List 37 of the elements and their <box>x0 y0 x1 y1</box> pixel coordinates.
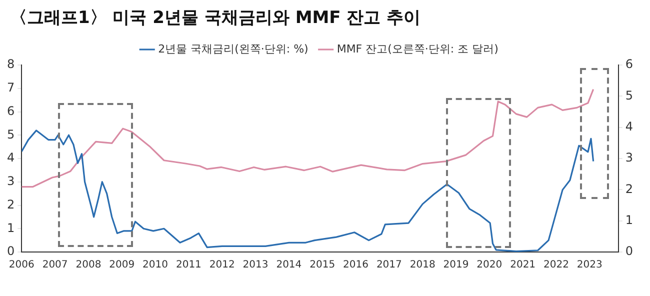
x-tick-label: 2006 <box>8 260 34 271</box>
y-tick-label: 8 <box>6 57 15 72</box>
y-tick-label: 1 <box>6 220 15 235</box>
x-tick-label: 2015 <box>310 260 336 271</box>
y2-tick-label: 2 <box>625 182 634 196</box>
y2-tick-label: 0 <box>625 244 634 258</box>
y-tick-label: 2 <box>6 197 15 212</box>
y-tick-label: 0 <box>6 244 15 258</box>
x-tick-label: 2009 <box>109 260 135 271</box>
y2-tick-label: 3 <box>625 150 634 165</box>
x-tick-label: 2013 <box>242 260 268 271</box>
y2-tick-label: 4 <box>625 119 634 134</box>
x-tick-label: 2016 <box>343 260 368 271</box>
y-tick-label: 6 <box>6 104 15 118</box>
x-tick-label: 2007 <box>42 260 68 271</box>
x-tick-label: 2008 <box>76 260 102 271</box>
x-tick-label: 2011 <box>176 260 202 271</box>
x-tick-label: 2018 <box>410 260 436 271</box>
y2-tick-label: 6 <box>625 57 634 72</box>
x-tick-label: 2022 <box>543 260 569 271</box>
y-tick-label: 3 <box>6 174 15 188</box>
y2-tick-label: 1 <box>625 212 634 227</box>
y-tick-label: 5 <box>6 127 15 142</box>
x-tick-label: 2020 <box>476 260 502 271</box>
legend-label: MMF 잔고(오른쪽·단위: 조 달러) <box>336 42 498 56</box>
y2-tick-label: 5 <box>625 88 634 102</box>
x-tick-label: 2021 <box>510 260 536 271</box>
y-tick-label: 4 <box>6 150 15 165</box>
x-tick-label: 2010 <box>142 260 168 271</box>
chart-title: 〈그래프1〉 미국 2년물 국채금리와 MMF 잔고 추이 <box>9 7 422 30</box>
x-tick-label: 2023 <box>576 260 602 271</box>
legend-label: 2년물 국채금리(왼쪽·단위: %) <box>158 42 308 56</box>
x-tick-label: 2017 <box>376 260 402 271</box>
x-tick-label: 2012 <box>209 260 235 271</box>
y-tick-label: 7 <box>6 80 15 94</box>
x-tick-label: 2014 <box>276 260 302 271</box>
x-tick-label: 2019 <box>443 260 469 271</box>
